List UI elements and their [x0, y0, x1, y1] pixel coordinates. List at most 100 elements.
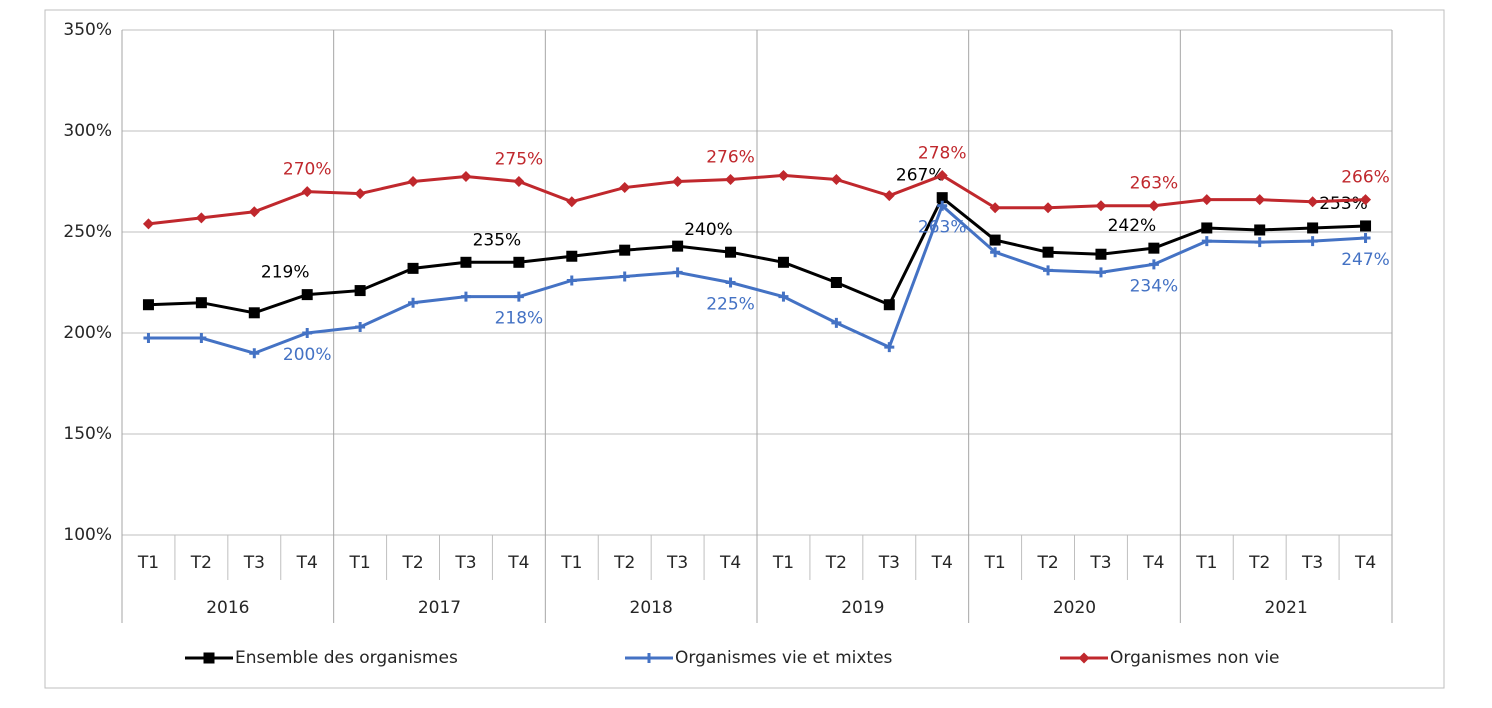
data-point: [460, 291, 471, 302]
data-point: [408, 297, 419, 308]
x-tick-label: T4: [1142, 553, 1164, 573]
data-point: [725, 246, 737, 258]
data-point: [249, 348, 260, 359]
legend-label: Ensemble des organismes: [235, 648, 458, 668]
y-tick-label: 150%: [63, 424, 112, 444]
data-point: [1360, 194, 1372, 206]
data-point: [513, 256, 525, 268]
data-point: [883, 190, 895, 202]
data-label: 234%: [1130, 276, 1179, 296]
data-point: [1042, 246, 1054, 258]
data-point: [989, 202, 1001, 214]
x-tick-label: T2: [1248, 553, 1270, 573]
data-point: [830, 277, 842, 288]
y-tick-label: 200%: [63, 323, 112, 343]
data-point: [1307, 222, 1319, 234]
data-point: [989, 234, 1001, 246]
x-tick-label: T1: [137, 553, 159, 573]
x-tick-label: T4: [719, 553, 741, 573]
data-point: [142, 218, 154, 230]
data-point: [248, 307, 260, 319]
series-line: [148, 203, 1366, 355]
y-tick-label: 350%: [63, 20, 112, 40]
chart-frame: [44, 9, 1445, 689]
y-tick-label: 100%: [63, 525, 112, 545]
data-point: [830, 173, 842, 185]
data-label: 218%: [495, 309, 544, 329]
data-point: [355, 321, 366, 332]
data-label: 266%: [1341, 168, 1390, 188]
data-point: [777, 256, 789, 268]
data-point: [1254, 237, 1265, 248]
data-point: [513, 291, 524, 302]
x-tick-label: T4: [507, 553, 529, 573]
series-line: [148, 195, 1366, 315]
data-point: [301, 186, 313, 198]
data-point: [354, 188, 366, 200]
data-point: [1307, 196, 1319, 208]
data-point: [566, 196, 578, 208]
x-group-label: 2017: [418, 598, 461, 618]
data-point: [1095, 200, 1107, 212]
data-label: 275%: [495, 150, 544, 170]
data-point: [884, 342, 895, 353]
data-point: [1201, 236, 1212, 247]
data-point: [1148, 259, 1159, 270]
data-point: [725, 277, 736, 288]
series-line: [148, 173, 1366, 226]
data-point: [1254, 194, 1266, 206]
data-point: [831, 317, 842, 328]
data-point: [195, 212, 207, 224]
legend-marker: [203, 652, 215, 664]
data-point: [566, 250, 578, 262]
data-point: [1201, 222, 1213, 234]
data-point: [672, 176, 684, 187]
x-group-label: 2018: [630, 598, 673, 618]
x-tick-label: T1: [349, 553, 371, 573]
data-point: [302, 328, 313, 338]
data-label: 240%: [684, 220, 733, 240]
data-point: [1254, 224, 1266, 236]
x-tick-label: T1: [772, 553, 794, 573]
data-label: 225%: [706, 295, 755, 315]
x-tick-label: T1: [1195, 553, 1217, 573]
x-tick-label: T2: [190, 553, 212, 573]
data-point: [619, 182, 631, 194]
legend-label: Organismes non vie: [1110, 648, 1280, 668]
data-point: [354, 285, 366, 297]
x-tick-label: T1: [560, 553, 582, 573]
data-point: [936, 169, 948, 181]
data-label: 253%: [1319, 194, 1368, 214]
data-point: [460, 170, 472, 182]
data-point: [619, 244, 631, 256]
y-tick-label: 300%: [63, 121, 112, 141]
x-tick-label: T3: [666, 553, 688, 573]
x-group-label: 2016: [206, 598, 249, 618]
data-point: [1148, 242, 1160, 254]
data-point: [1360, 220, 1372, 232]
data-point: [513, 176, 525, 187]
data-point: [619, 271, 630, 282]
data-point: [672, 240, 684, 252]
data-label: 278%: [918, 143, 967, 163]
data-point: [407, 176, 419, 187]
data-label: 219%: [261, 263, 310, 283]
data-label: 263%: [918, 218, 967, 238]
data-label: 247%: [1341, 250, 1390, 270]
x-tick-label: T2: [825, 553, 847, 573]
data-point: [566, 275, 577, 286]
data-point: [672, 267, 683, 278]
x-tick-label: T3: [1301, 553, 1323, 573]
data-point: [142, 299, 154, 311]
data-point: [1201, 194, 1213, 206]
x-tick-label: T3: [1089, 553, 1111, 573]
x-tick-label: T4: [1354, 553, 1376, 573]
data-point: [196, 333, 207, 344]
data-label: 242%: [1108, 216, 1157, 236]
data-point: [301, 289, 313, 301]
data-point: [990, 247, 1001, 258]
legend-marker: [644, 653, 654, 663]
data-point: [1360, 233, 1371, 244]
data-point: [937, 200, 948, 211]
data-point: [936, 192, 948, 204]
